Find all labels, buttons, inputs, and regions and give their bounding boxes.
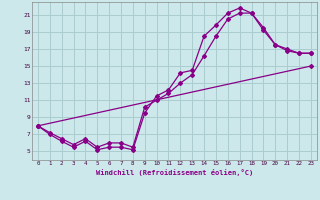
X-axis label: Windchill (Refroidissement éolien,°C): Windchill (Refroidissement éolien,°C)	[96, 169, 253, 176]
